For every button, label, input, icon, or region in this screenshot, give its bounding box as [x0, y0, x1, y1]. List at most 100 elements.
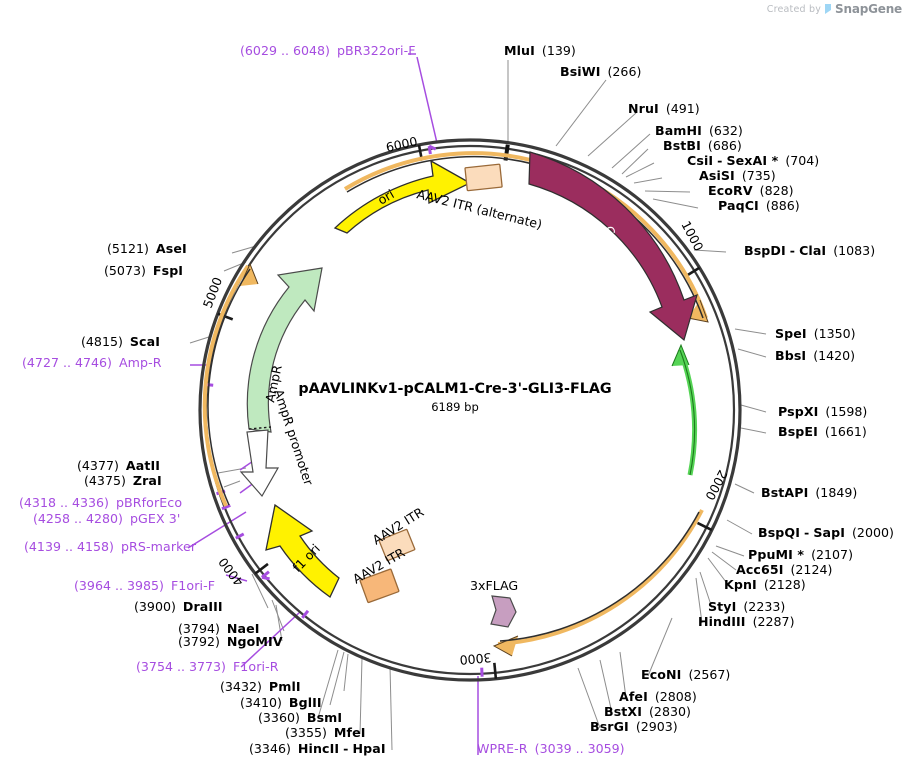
- site-label-kpni[interactable]: KpnI (2128): [724, 577, 806, 592]
- enzyme-position: (3410): [240, 695, 282, 710]
- enzyme-name: PaqCI: [718, 198, 759, 213]
- site-label-fspi[interactable]: (5073) FspI: [104, 263, 184, 278]
- site-label-spei[interactable]: SpeI (1350): [775, 326, 856, 341]
- enzyme-name: StyI: [708, 599, 737, 614]
- enzyme-name-alt: ClaI: [799, 243, 827, 258]
- enzyme-position: (2903): [635, 719, 678, 734]
- enzyme-name: SpeI: [775, 326, 807, 341]
- enzyme-name: PmlI: [268, 679, 301, 694]
- primer-label-amp-r[interactable]: (4727 .. 4746) Amp-R: [22, 355, 162, 370]
- site-label-bspqi-sapi[interactable]: BspQI - SapI (2000): [758, 525, 894, 540]
- site-label-bsiwi[interactable]: BsiWI (266): [560, 64, 642, 79]
- site-label-asisi[interactable]: AsiSI (735): [699, 168, 776, 183]
- enzyme-name: BamHI: [655, 123, 702, 138]
- enzyme-name: BsmI: [306, 710, 343, 725]
- enzyme-name: NruI: [628, 101, 659, 116]
- plasmid-name: pAAVLINKv1-pCALM1-Cre-3'-GLI3-FLAG: [298, 381, 612, 397]
- mlui-tick: [503, 144, 510, 161]
- enzyme-position: (1083): [833, 243, 876, 258]
- site-label-aatii[interactable]: (4377) AatII: [77, 459, 160, 473]
- site-label-afei[interactable]: AfeI (2808): [619, 690, 697, 704]
- site-label-ecorv[interactable]: EcoRV (828): [708, 184, 794, 198]
- feature-f1-ori: [265, 503, 340, 598]
- site-label-styi[interactable]: StyI (2233): [708, 599, 786, 614]
- site-label-ppumi[interactable]: PpuMI * (2107): [748, 547, 853, 562]
- enzyme-position: (2233): [743, 599, 786, 614]
- watermark-brand: SnapGene: [835, 2, 902, 16]
- enzyme-name: BsiWI: [560, 64, 601, 79]
- enzyme-name: BstXI: [604, 704, 643, 719]
- enzyme-position: (2128): [763, 577, 806, 592]
- site-label-bbsi[interactable]: BbsI (1420): [775, 349, 855, 363]
- enzyme-name: KpnI: [724, 577, 757, 592]
- site-label-nrui[interactable]: NruI (491): [628, 101, 700, 116]
- enzyme-name: EcoNI: [641, 667, 682, 682]
- primer-label-pbrforeco[interactable]: (4318 .. 4336) pBRforEco: [19, 496, 182, 510]
- primer-label-pgex-3prime[interactable]: (4258 .. 4280) pGEX 3': [33, 511, 180, 526]
- site-label-asei[interactable]: (5121) AseI: [107, 242, 187, 256]
- site-label-bamhi[interactable]: BamHI (632): [655, 123, 743, 138]
- feature-aav2-itr-alternate: [464, 163, 503, 192]
- site-label-bspdi-clai[interactable]: BspDI - ClaI (1083): [744, 243, 876, 258]
- enzyme-name: BsrGI: [590, 719, 629, 734]
- enzyme-name: ZraI: [132, 473, 162, 488]
- site-label-mfei[interactable]: (3355) MfeI: [285, 725, 366, 740]
- site-label-econi[interactable]: EcoNI (2567): [641, 667, 730, 682]
- site-label-mlui[interactable]: MluI (139): [504, 44, 576, 58]
- site-label-bsmi[interactable]: (3360) BsmI: [258, 710, 343, 725]
- site-label-pmli[interactable]: (3432) PmlI: [220, 679, 301, 694]
- site-label-bsrgi[interactable]: BsrGI (2903): [590, 719, 678, 734]
- enzyme-name: MfeI: [333, 725, 366, 740]
- primer-label-f1ori-f[interactable]: (3964 .. 3985) F1ori-F: [74, 578, 216, 593]
- site-label-hincii-hpai[interactable]: (3346) HincII - HpaI: [249, 742, 386, 756]
- enzyme-position: (266): [607, 64, 642, 79]
- primer-range: (3039 .. 3059): [534, 741, 625, 756]
- site-label-paqci[interactable]: PaqCI (886): [718, 198, 800, 213]
- primer-name: F1ori-F: [170, 578, 216, 593]
- primer-label-prs-marker[interactable]: (4139 .. 4158) pRS-marker: [24, 539, 196, 554]
- site-label-pspxi[interactable]: PspXI (1598): [778, 404, 867, 419]
- site-label-hindiii[interactable]: HindIII (2287): [698, 614, 795, 629]
- primer-range: (6029 .. 6048): [240, 43, 330, 58]
- site-label-bstapi[interactable]: BstAPI (1849): [761, 486, 857, 500]
- site-label-bstxi[interactable]: BstXI (2830): [604, 704, 691, 719]
- site-label-draiii[interactable]: (3900) DraIII: [134, 600, 223, 614]
- enzyme-name: FspI: [152, 263, 184, 278]
- feature-aav2-itr-upper: [378, 528, 416, 562]
- enzyme-position: (2830): [649, 704, 691, 719]
- enzyme-name: NgoMIV: [226, 634, 283, 649]
- primer-label-pbr322ori-f[interactable]: (6029 .. 6048) pBR322ori-F: [240, 43, 416, 58]
- enzyme-dash: -: [804, 525, 810, 540]
- site-label-bspei[interactable]: BspEI (1661): [778, 425, 867, 439]
- primer-label-wpre-r[interactable]: WPRE-R (3039 .. 3059): [477, 741, 625, 756]
- enzyme-position: (2107): [811, 547, 853, 562]
- site-label-scai[interactable]: (4815) ScaI: [81, 335, 160, 349]
- enzyme-position: (704): [785, 153, 820, 168]
- enzyme-position: (686): [707, 138, 742, 153]
- site-label-ngomiv[interactable]: (3792) NgoMIV: [178, 634, 283, 649]
- enzyme-name: AsiSI: [699, 168, 735, 183]
- enzyme-position: (2287): [752, 614, 795, 629]
- site-label-acc65i[interactable]: Acc65I (2124): [736, 563, 832, 577]
- enzyme-name-alt: SexAI *: [726, 153, 779, 168]
- enzyme-position: (632): [708, 123, 743, 138]
- enzyme-position: (2000): [852, 525, 894, 540]
- site-label-zrai[interactable]: (4375) ZraI: [84, 473, 162, 488]
- enzyme-name: PpuMI *: [748, 547, 805, 562]
- enzyme-position: (1350): [813, 326, 856, 341]
- enzyme-name: PspXI: [778, 404, 819, 419]
- tick-label-1000: 1000: [678, 218, 706, 253]
- primer-label-f1ori-r[interactable]: (3754 .. 3773) F1ori-R: [136, 660, 279, 674]
- site-label-bglii[interactable]: (3410) BglII: [240, 695, 322, 710]
- primer-name: Amp-R: [118, 355, 162, 370]
- site-label-bstbi[interactable]: BstBI (686): [663, 138, 742, 153]
- enzyme-name: NaeI: [226, 621, 260, 636]
- enzyme-position: (3794): [178, 621, 220, 636]
- site-label-naei[interactable]: (3794) NaeI: [178, 621, 260, 636]
- gli3-green-arc: [671, 343, 698, 476]
- tick-label-4000: 4000: [215, 555, 246, 589]
- primer-range: (4139 .. 4158): [24, 539, 114, 554]
- enzyme-position: (4375): [84, 473, 126, 488]
- primer-range: (4258 .. 4280): [33, 511, 123, 526]
- site-label-csii-sexai[interactable]: CsiI - SexAI * (704): [687, 153, 820, 168]
